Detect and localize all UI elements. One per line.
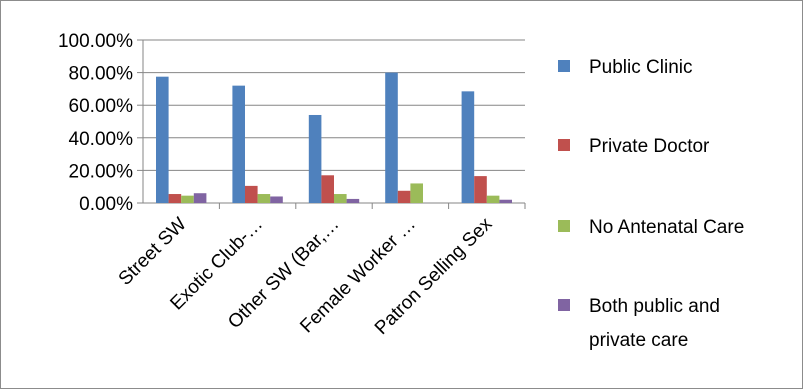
y-tick-label: 100.00% xyxy=(58,31,133,52)
bar xyxy=(410,183,423,203)
bar xyxy=(474,176,487,203)
bar xyxy=(193,193,207,203)
legend-swatch xyxy=(558,139,570,151)
bar xyxy=(181,195,194,203)
bar xyxy=(156,76,169,203)
bar xyxy=(270,196,283,203)
bar xyxy=(461,91,475,203)
bar xyxy=(385,72,398,203)
bar xyxy=(397,190,411,203)
bar xyxy=(232,85,245,203)
bar xyxy=(486,195,500,203)
y-tick-label: 20.00% xyxy=(69,161,134,182)
y-tick-label: 40.00% xyxy=(69,129,134,150)
legend-swatch xyxy=(558,299,570,311)
bar xyxy=(321,175,334,203)
legend-label: Public Clinic xyxy=(589,57,692,78)
legend-swatch xyxy=(558,60,570,72)
bar xyxy=(308,114,322,203)
legend-label: Both public and private care xyxy=(589,296,720,351)
x-tick-label: Street SW xyxy=(115,214,191,290)
bar xyxy=(334,194,347,203)
y-tick-label: 80.00% xyxy=(69,64,134,85)
bar xyxy=(168,194,182,203)
y-tick-label: 60.00% xyxy=(69,96,134,117)
bar xyxy=(257,194,271,203)
legend-label: Private Doctor xyxy=(589,136,710,157)
bar xyxy=(245,185,258,203)
y-tick-label: 0.00% xyxy=(79,194,133,215)
bar xyxy=(346,198,360,203)
bar xyxy=(499,199,512,203)
legend-label: No Antenatal Care xyxy=(589,217,744,238)
legend-swatch xyxy=(558,220,570,232)
